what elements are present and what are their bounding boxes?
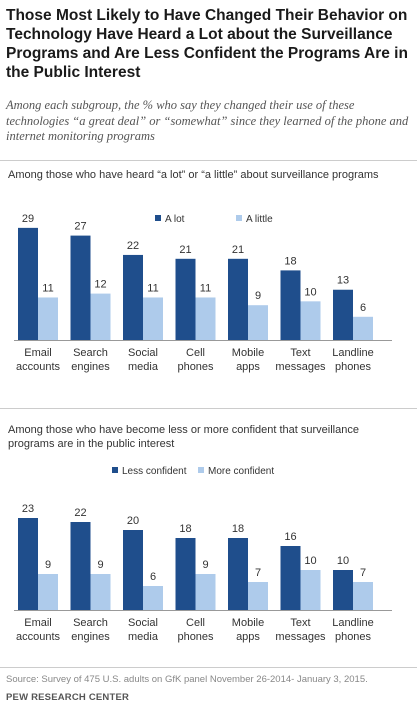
bar-more-confident-text-messages [300, 570, 321, 610]
bar-a-lot-cell-phones [175, 258, 196, 340]
section-title-awareness: Among those who have heard “a lot” or “a… [8, 169, 379, 181]
organization-footer: PEW RESEARCH CENTER [6, 692, 130, 703]
value-label-less-confident-cell-phones: 18 [179, 523, 191, 535]
value-label-a-lot-cell-phones: 21 [179, 244, 191, 256]
bar-less-confident-cell-phones [175, 538, 196, 610]
category-label-social-media: Social media [128, 347, 159, 373]
bar-a-little-mobile-apps [248, 305, 268, 340]
value-label-a-lot-text-messages: 18 [284, 255, 296, 267]
value-label-a-lot-mobile-apps: 21 [232, 244, 244, 256]
value-label-less-confident-mobile-apps: 18 [232, 523, 244, 535]
bar-less-confident-email-accounts [18, 518, 38, 610]
value-label-a-little-search-engines: 12 [94, 279, 106, 291]
bar-a-lot-mobile-apps [228, 258, 248, 340]
legend-swatch-a-little [236, 215, 242, 221]
value-label-a-little-cell-phones: 11 [200, 282, 211, 294]
category-label-search-engines: Search engines [71, 617, 110, 643]
category-label-text-messages: Text messages [275, 617, 326, 643]
bar-a-little-social-media [143, 297, 163, 340]
bar-a-lot-landline-phones [333, 289, 353, 340]
bar-a-little-search-engines [90, 293, 111, 340]
legend-swatch-less-confident [112, 467, 118, 473]
category-label-email-accounts: Email accounts [16, 347, 61, 373]
category-label-cell-phones: Cell phones [177, 617, 214, 643]
category-label-social-media: Social media [128, 617, 159, 643]
value-label-less-confident-search-engines: 22 [74, 507, 86, 519]
category-label-search-engines: Search engines [71, 347, 110, 373]
value-label-a-little-landline-phones: 6 [360, 302, 366, 314]
bar-a-lot-social-media [123, 254, 143, 340]
bar-more-confident-cell-phones [195, 574, 216, 610]
category-label-cell-phones: Cell phones [177, 347, 214, 373]
value-label-more-confident-text-messages: 10 [304, 555, 316, 567]
legend-swatch-more-confident [198, 467, 204, 473]
bar-a-lot-email-accounts [18, 227, 38, 340]
value-label-a-little-social-media: 11 [147, 282, 158, 294]
legend-label-less-confident: Less confident [122, 466, 187, 477]
category-label-mobile-apps: Mobile apps [232, 347, 264, 373]
value-label-a-lot-landline-phones: 13 [337, 275, 349, 287]
value-label-more-confident-social-media: 6 [150, 571, 156, 583]
bar-more-confident-landline-phones [353, 582, 373, 610]
value-label-more-confident-email-accounts: 9 [45, 559, 51, 571]
value-label-more-confident-cell-phones: 9 [202, 559, 208, 571]
subtitle-divider [0, 160, 417, 161]
bar-less-confident-text-messages [280, 546, 301, 610]
legend-swatch-a-lot [155, 215, 161, 221]
section-title-confidence: Among those who have become less or more… [8, 424, 359, 450]
category-label-email-accounts: Email accounts [16, 617, 61, 643]
bar-chart-confidence: Less confident More confident 23 9 Email acco… [14, 466, 392, 643]
value-label-more-confident-mobile-apps: 7 [255, 567, 261, 579]
category-label-text-messages: Text messages [275, 347, 326, 373]
value-label-less-confident-landline-phones: 10 [337, 555, 349, 567]
section-divider [0, 408, 417, 409]
bar-chart-awareness: A lot A little 29 11 Email accounts 27 12 Search… [14, 213, 392, 373]
bar-more-confident-social-media [143, 586, 163, 610]
bar-less-confident-landline-phones [333, 570, 353, 610]
legend-label-a-lot: A lot [165, 214, 185, 225]
bar-less-confident-social-media [123, 530, 143, 610]
bar-less-confident-search-engines [70, 522, 91, 610]
legend-label-more-confident: More confident [208, 466, 274, 477]
bar-a-lot-search-engines [70, 235, 91, 340]
value-label-more-confident-landline-phones: 7 [360, 567, 366, 579]
value-label-a-little-text-messages: 10 [304, 286, 316, 298]
bar-a-little-text-messages [300, 301, 321, 340]
value-label-less-confident-email-accounts: 23 [22, 503, 34, 515]
category-label-landline-phones: Landline phones [332, 617, 374, 643]
bar-more-confident-search-engines [90, 574, 111, 610]
value-label-a-little-email-accounts: 11 [42, 282, 53, 294]
legend-label-a-little: A little [246, 214, 273, 225]
category-label-landline-phones: Landline phones [332, 347, 374, 373]
source-divider [0, 667, 417, 668]
bar-a-lot-text-messages [280, 270, 301, 340]
category-label-mobile-apps: Mobile apps [232, 617, 264, 643]
bar-more-confident-email-accounts [38, 574, 58, 610]
bar-a-little-email-accounts [38, 297, 58, 340]
value-label-a-lot-search-engines: 27 [74, 221, 86, 233]
bar-a-little-cell-phones [195, 297, 216, 340]
source-note: Source: Survey of 475 U.S. adults on GfK… [6, 674, 368, 685]
value-label-more-confident-search-engines: 9 [97, 559, 103, 571]
value-label-a-little-mobile-apps: 9 [255, 290, 261, 302]
bar-less-confident-mobile-apps [228, 538, 248, 610]
value-label-a-lot-social-media: 22 [127, 240, 139, 252]
value-label-less-confident-social-media: 20 [127, 515, 139, 527]
bar-more-confident-mobile-apps [248, 582, 268, 610]
bar-a-little-landline-phones [353, 316, 373, 340]
value-label-less-confident-text-messages: 16 [284, 531, 296, 543]
chart-subtitle: Among each subgroup, the % who say they … [6, 98, 409, 143]
chart-title: Those Most Likely to Have Changed Their … [6, 7, 408, 81]
value-label-a-lot-email-accounts: 29 [22, 213, 34, 225]
